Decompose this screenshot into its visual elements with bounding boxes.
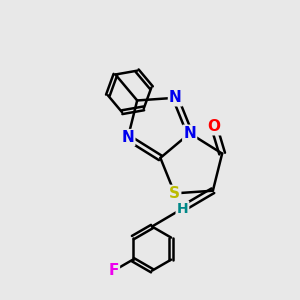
Text: S: S — [169, 186, 180, 201]
Text: F: F — [109, 263, 119, 278]
Text: N: N — [183, 126, 196, 141]
Text: H: H — [177, 202, 188, 216]
Text: N: N — [169, 90, 182, 105]
Text: N: N — [122, 130, 134, 145]
Text: O: O — [208, 119, 220, 134]
